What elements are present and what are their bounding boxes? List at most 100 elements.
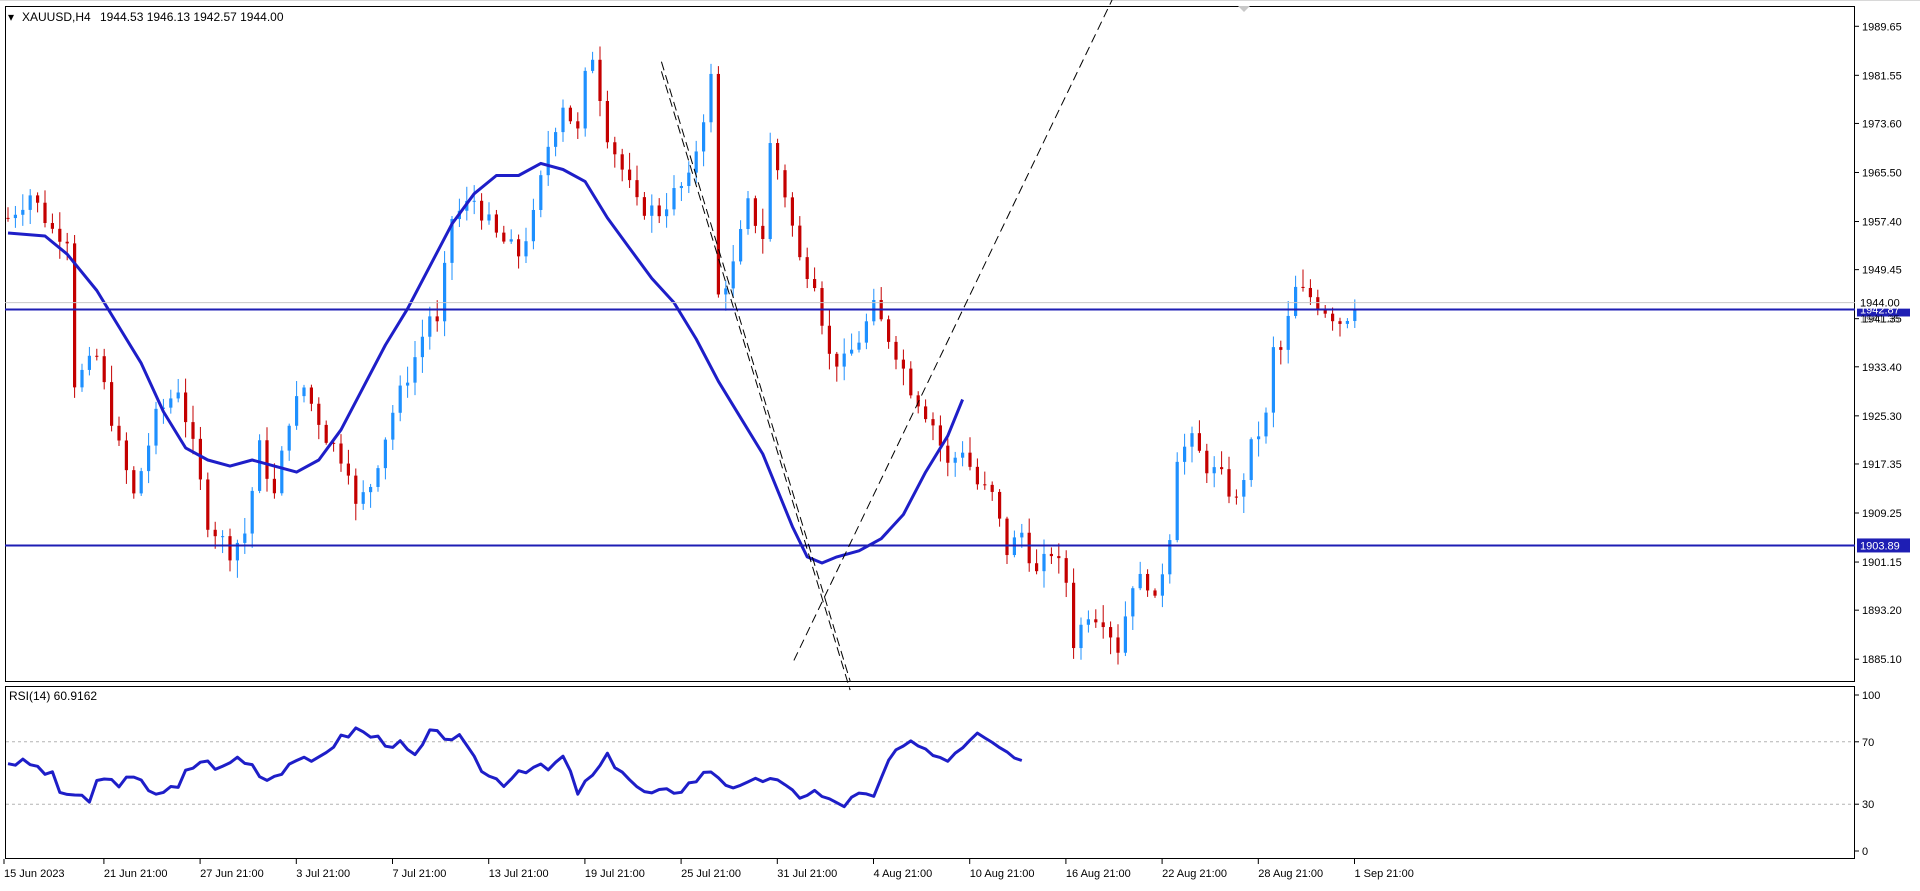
candle-body [36,195,40,203]
price-tick-label: 1981.55 [1862,70,1902,82]
candle-body [184,392,188,423]
candle-body [753,198,757,226]
shift-marker-icon[interactable] [1238,6,1250,12]
candle-body [1020,532,1024,538]
candle-body [1316,297,1320,310]
candle-body [1072,582,1076,649]
time-tick-label: 10 Aug 21:00 [970,868,1035,880]
candle-body [1005,518,1009,556]
candle-body [21,209,25,215]
candle-body [894,341,898,360]
candle-body [65,241,69,244]
time-tick-label: 16 Aug 21:00 [1066,868,1131,880]
candle-body [258,440,262,491]
candle-body [1220,467,1224,470]
candle-body [1109,627,1113,638]
candle-body [598,59,602,102]
candle-body [1146,573,1150,591]
price-tick-label: 1893.20 [1862,605,1902,617]
candle-body [650,205,654,216]
candle-body [805,257,809,280]
candle-body [1353,310,1357,322]
candle-body [1183,446,1187,462]
candle-body [406,382,410,386]
rsi-indicator-label: RSI(14) 60.9162 [9,689,97,703]
trendline-group[interactable] [660,0,1113,691]
time-tick-label: 22 Aug 21:00 [1162,868,1227,880]
partial-axis-label: 1941.35 [1860,314,1900,326]
time-tick-label: 4 Aug 21:00 [874,868,933,880]
dashed-trendline[interactable] [793,0,1113,661]
candle-body [472,200,476,202]
candle-body [813,279,817,289]
dashed-trendline[interactable] [660,71,851,691]
candle-body [206,479,210,530]
candle-body [1257,436,1261,440]
time-axis[interactable]: 15 Jun 2023 21 Jun 21:00 27 Jun 21:00 3 Jul… [3,859,1414,880]
candle-body [1168,540,1172,575]
price-tick-label: 1901.15 [1862,557,1902,569]
price-tick-label: 1909.25 [1862,508,1902,520]
candle-body [768,143,772,240]
candle-body [6,217,10,219]
candle-body [568,107,572,122]
level-price-tag [1857,538,1910,553]
candle-body [250,490,254,534]
price-panel-frame [5,6,1855,682]
price-axis[interactable]: 1989.65 1981.55 1973.60 1965.50 1957.40 1949.… [1855,21,1902,666]
price-tick-label: 1925.30 [1862,411,1902,423]
rsi-tick-label: 100 [1862,690,1880,702]
candle-body [1079,624,1083,649]
candle-body [391,412,395,440]
candle-body [494,214,498,233]
ohlc-values: 1944.53 1946.13 1942.57 1944.00 [100,10,284,24]
candle-body [324,424,328,443]
candle-body [746,198,750,229]
candle-body [546,146,550,176]
rsi-panel-frame [5,686,1855,859]
candle-body [295,396,299,426]
candle-body [398,385,402,413]
candle-body [1242,480,1246,497]
candle-body [509,239,513,242]
candle-body [1264,412,1268,437]
time-tick-label: 21 Jun 21:00 [104,868,168,880]
candle-body [679,185,683,189]
candle-body [50,223,54,229]
candle-body [428,316,432,337]
candle-body [1197,433,1201,451]
candle-body [968,452,972,467]
candle-body [235,542,239,561]
candle-body [309,387,313,404]
candle-body [450,219,454,263]
rsi-axis[interactable]: 100 70 30 0 [1855,690,1880,858]
price-tick-label: 1917.35 [1862,459,1902,471]
candle-body [1338,321,1342,324]
menu-arrow-icon[interactable]: ▾ [8,10,14,24]
candle-body [1271,347,1275,413]
candle-body [1175,461,1179,541]
candle-body [1308,287,1312,298]
candle-body [924,406,928,420]
candle-body [413,357,417,383]
time-tick-label: 28 Aug 21:00 [1258,868,1323,880]
rsi-level-lines [6,741,1854,805]
candle-body [346,463,350,476]
candle-body [990,484,994,492]
dashed-trendline[interactable] [660,61,851,682]
candle-body [605,101,609,143]
candle-body [95,355,99,357]
horizontal-level-lines[interactable] [5,302,1855,547]
candle-body [28,195,32,210]
time-tick-label: 19 Jul 21:00 [585,868,645,880]
candle-body [1234,496,1238,498]
candle-body [1301,286,1305,288]
candle-body [1131,588,1135,617]
rsi-line-path [7,726,1023,809]
candle-body [376,468,380,487]
price-tick-label: 1973.60 [1862,118,1902,130]
candle-body [147,445,151,472]
